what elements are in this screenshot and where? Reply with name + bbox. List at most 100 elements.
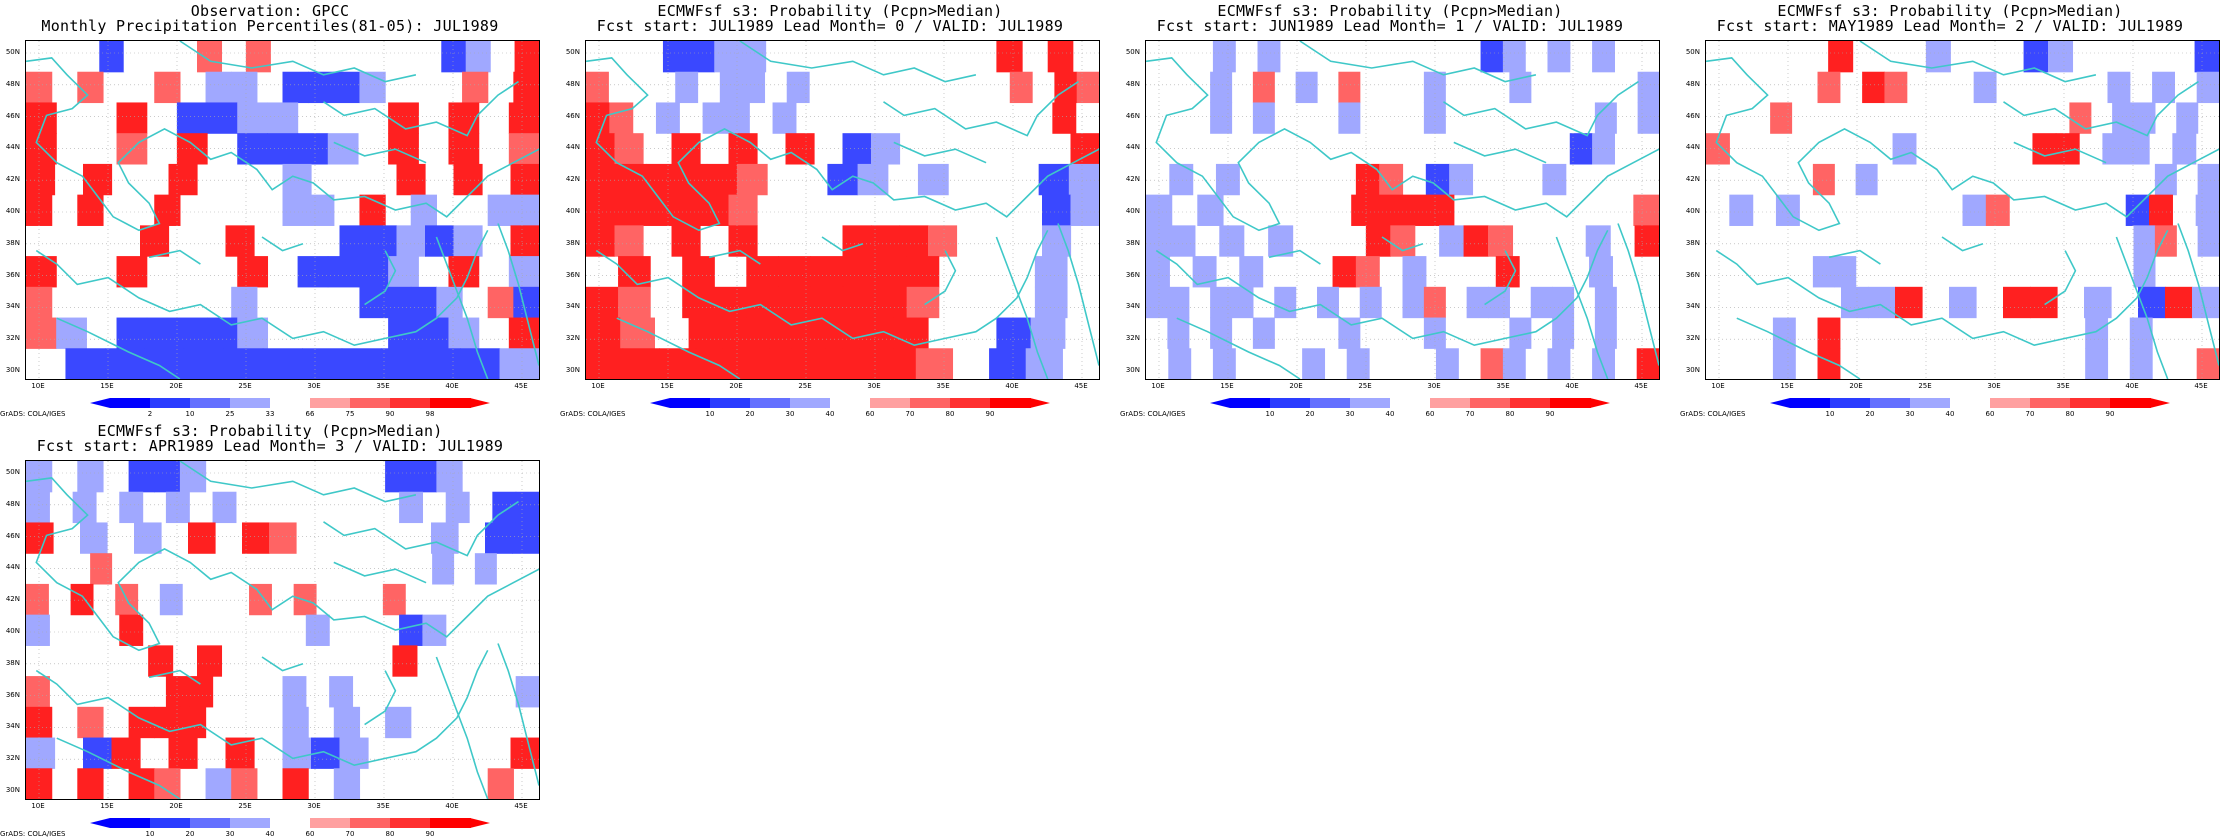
grid-cell	[1569, 133, 1593, 165]
colorbar: 2 10 25 33 66 75 90 98	[90, 398, 490, 418]
grid-cell	[77, 71, 104, 104]
coastline	[497, 643, 539, 786]
grid-cell	[425, 225, 455, 257]
lat-tick-label: 36N	[565, 270, 580, 279]
grid-cell	[1379, 163, 1404, 196]
grid-cell	[462, 71, 489, 104]
grid-cell	[176, 102, 208, 134]
lat-tick-label: 46N	[5, 531, 20, 540]
grid-cell	[302, 348, 343, 379]
lon-tick-label: 35E	[2056, 382, 2070, 390]
grid-cell	[205, 768, 232, 799]
lat-tick-label: 38N	[565, 238, 580, 247]
coastline	[497, 223, 539, 366]
colorbar-segment	[2070, 398, 2111, 408]
grid-cell	[513, 194, 539, 226]
colorbar-segment	[1470, 398, 1511, 408]
grid-cell	[915, 348, 954, 379]
lon-tick-label: 30E	[1987, 382, 2001, 390]
grads-credit: GrADS: COLA/IGES	[0, 410, 66, 418]
colorbar-segment	[1390, 398, 1431, 408]
coastline	[26, 57, 539, 232]
coastline	[35, 649, 489, 767]
lon-tick-label: 35E	[376, 382, 390, 390]
grid-cell	[996, 317, 1032, 349]
grid-cell	[2133, 102, 2156, 134]
coastline	[995, 236, 1049, 379]
grid-cell	[1480, 41, 1504, 73]
grid-cell	[2165, 286, 2193, 319]
colorbar-ends	[1770, 398, 2170, 408]
grid-cell	[368, 225, 398, 257]
grid-cell	[1212, 41, 1236, 73]
grid-cell	[1812, 256, 1835, 288]
grid-cell	[474, 553, 497, 585]
grid-cell	[1502, 41, 1526, 73]
grid-cell	[1480, 348, 1504, 379]
colorbar-segment	[1510, 398, 1551, 408]
coastline	[56, 737, 181, 799]
grid-cell	[515, 676, 539, 708]
colorbar-label: 60	[305, 830, 315, 838]
lat-tick-label: 32N	[1685, 334, 1700, 343]
colorbar-segment	[750, 398, 791, 408]
grid-cell	[116, 256, 148, 288]
lat-tick-label: 32N	[565, 334, 580, 343]
colorbar-segment	[710, 398, 751, 408]
grid-cell	[1862, 71, 1886, 104]
coastline	[1443, 80, 1639, 137]
grid-cell	[778, 286, 812, 319]
grid-cell	[996, 41, 1023, 73]
grid-cell	[1973, 71, 1997, 104]
grid-cell	[282, 194, 309, 226]
colorbar-label: 90	[425, 830, 435, 838]
lon-tick-label: 15E	[100, 382, 114, 390]
grid-cell	[2003, 286, 2031, 319]
map-area	[25, 40, 540, 380]
grid-cell	[441, 41, 467, 73]
grid-cell	[825, 317, 861, 349]
grid-cell	[1834, 256, 1857, 288]
map-panel-1: Observation: GPCC Monthly Precipitation P…	[0, 0, 545, 420]
grid-cell	[1070, 133, 1099, 165]
colorbar-label: 20	[1305, 410, 1315, 418]
grid-cell	[385, 461, 412, 493]
lat-tick-label: 48N	[1685, 79, 1700, 88]
lon-tick-label: 15E	[1220, 382, 1234, 390]
lat-tick-label: 34N	[1685, 302, 1700, 311]
grid-cell	[176, 317, 208, 349]
grid-cell	[622, 348, 660, 379]
lat-tick-label: 40N	[1685, 207, 1700, 215]
grid-cell	[1637, 71, 1659, 104]
panel-title: ECMWFsf s3: Probability (Pcpn>Median)	[657, 2, 1003, 20]
grid-cell	[842, 286, 876, 319]
grid-cell	[339, 737, 369, 769]
grid-cell	[499, 348, 539, 379]
grid-cell	[1895, 286, 1923, 319]
grid-cell	[662, 41, 690, 73]
probability-grid	[26, 41, 539, 379]
lat-tick-label: 34N	[5, 302, 20, 311]
lon-tick-label: 10E	[31, 382, 45, 390]
grid-cell	[2138, 286, 2166, 319]
map-panel-2: ECMWFsf s3: Probability (Pcpn>Median) Fcs…	[560, 0, 1105, 420]
grid-cell	[675, 71, 699, 104]
colorbar-high-arrow	[2150, 398, 2170, 408]
grid-cell	[65, 348, 106, 379]
colorbar-label: 70	[345, 830, 355, 838]
grid-cell	[989, 348, 1027, 379]
grid-cell	[168, 737, 198, 769]
grads-credit: GrADS: COLA/IGES	[0, 830, 66, 838]
grid-cell	[874, 286, 908, 319]
grid-cell	[445, 491, 470, 524]
colorbar: 10 20 30 40 60 70 80 90	[90, 818, 490, 838]
lon-tick-label: 25E	[1358, 382, 1372, 390]
coastline	[1617, 223, 1659, 366]
grid-cell	[231, 768, 258, 799]
grid-cell	[1210, 102, 1233, 134]
grid-cell	[1168, 348, 1192, 379]
grid-cell	[2176, 102, 2199, 134]
colorbar-segment	[310, 398, 351, 408]
coastline	[323, 80, 519, 137]
lat-tick-label: 46N	[5, 111, 20, 120]
